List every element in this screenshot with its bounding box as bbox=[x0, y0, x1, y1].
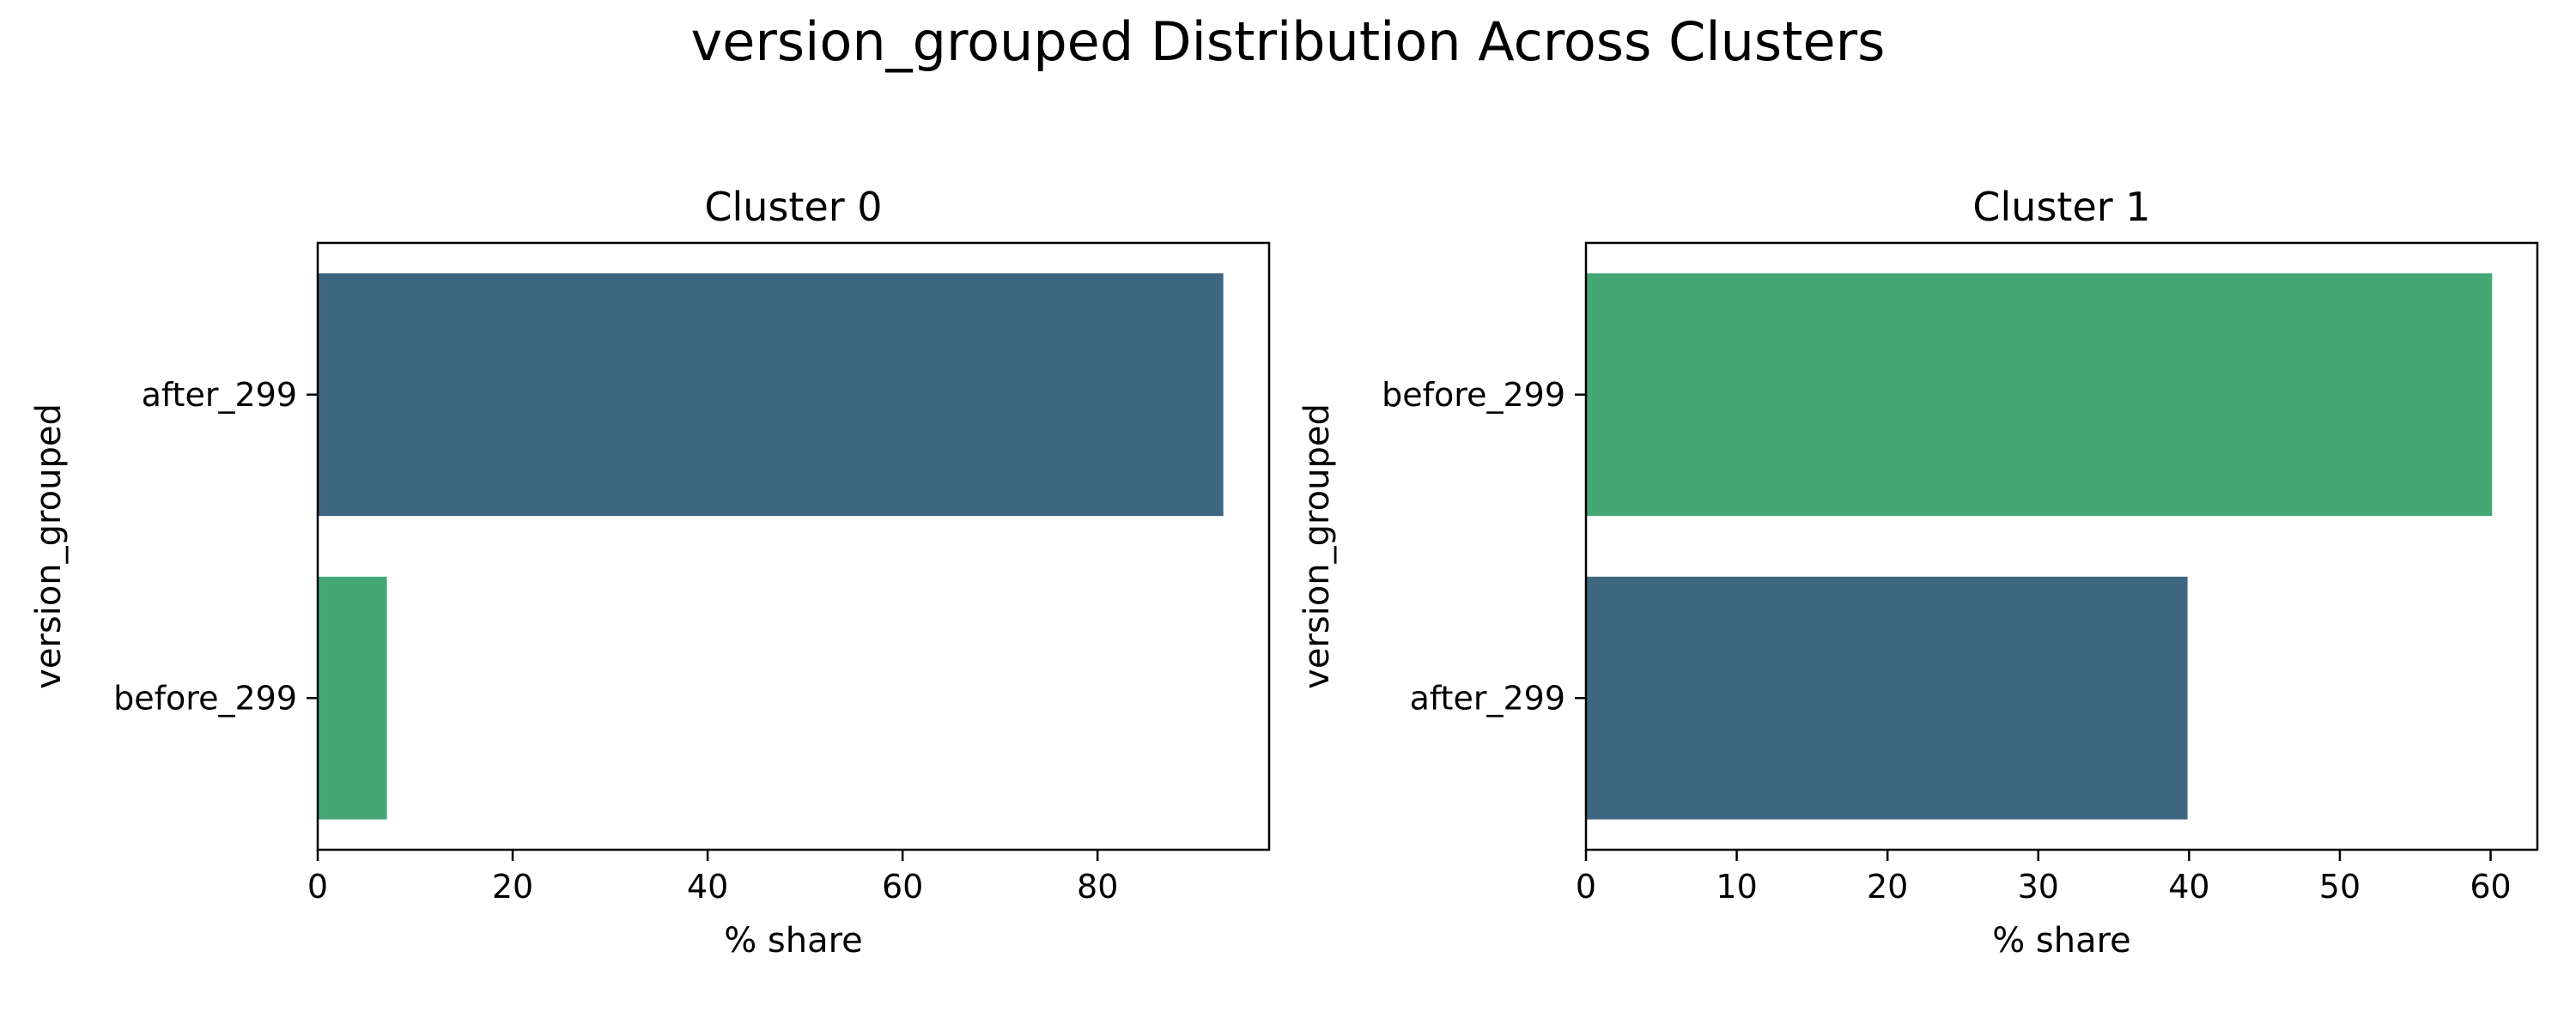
x-tick-label: 30 bbox=[2018, 868, 2059, 906]
cluster-1-panel: before_299 after_299 0 10 20 30 40 50 60 Cluster … bbox=[1297, 184, 2539, 960]
bar-before-299 bbox=[318, 576, 387, 820]
x-tick-label: 0 bbox=[307, 868, 328, 906]
x-tick-label: 0 bbox=[1576, 868, 1596, 906]
cluster-0-panel: after_299 before_299 0 20 40 60 80 Cluster 0 % s… bbox=[29, 184, 1271, 960]
x-axis-label: % share bbox=[724, 921, 863, 960]
y-tick-label: before_299 bbox=[1382, 376, 1565, 414]
bar-after-299 bbox=[1586, 576, 2188, 820]
x-tick-label: 20 bbox=[1867, 868, 1908, 906]
axes-frame bbox=[316, 241, 1271, 851]
x-tick-label: 40 bbox=[687, 868, 728, 906]
bar-before-299 bbox=[1586, 273, 2493, 517]
y-tick-label: after_299 bbox=[1410, 679, 1565, 717]
y-axis-label: version_grouped bbox=[29, 403, 69, 689]
x-tick-label: 50 bbox=[2319, 868, 2360, 906]
x-tick-label: 80 bbox=[1077, 868, 1118, 906]
x-axis-label: % share bbox=[1992, 921, 2131, 960]
x-tick-label: 60 bbox=[2470, 868, 2511, 906]
panel-title: Cluster 0 bbox=[704, 184, 882, 230]
x-tick-label: 40 bbox=[2168, 868, 2209, 906]
x-tick-label: 10 bbox=[1716, 868, 1757, 906]
figure-title: version_grouped Distribution Across Clus… bbox=[691, 10, 1886, 73]
axes-frame bbox=[1584, 241, 2539, 851]
x-tick-label: 60 bbox=[882, 868, 923, 906]
y-tick-label: before_299 bbox=[113, 679, 297, 717]
x-tick-label: 20 bbox=[492, 868, 533, 906]
bar-after-299 bbox=[318, 273, 1224, 517]
panel-title: Cluster 1 bbox=[1972, 184, 2150, 230]
y-tick-label: after_299 bbox=[142, 376, 297, 414]
y-axis-label: version_grouped bbox=[1297, 403, 1337, 689]
